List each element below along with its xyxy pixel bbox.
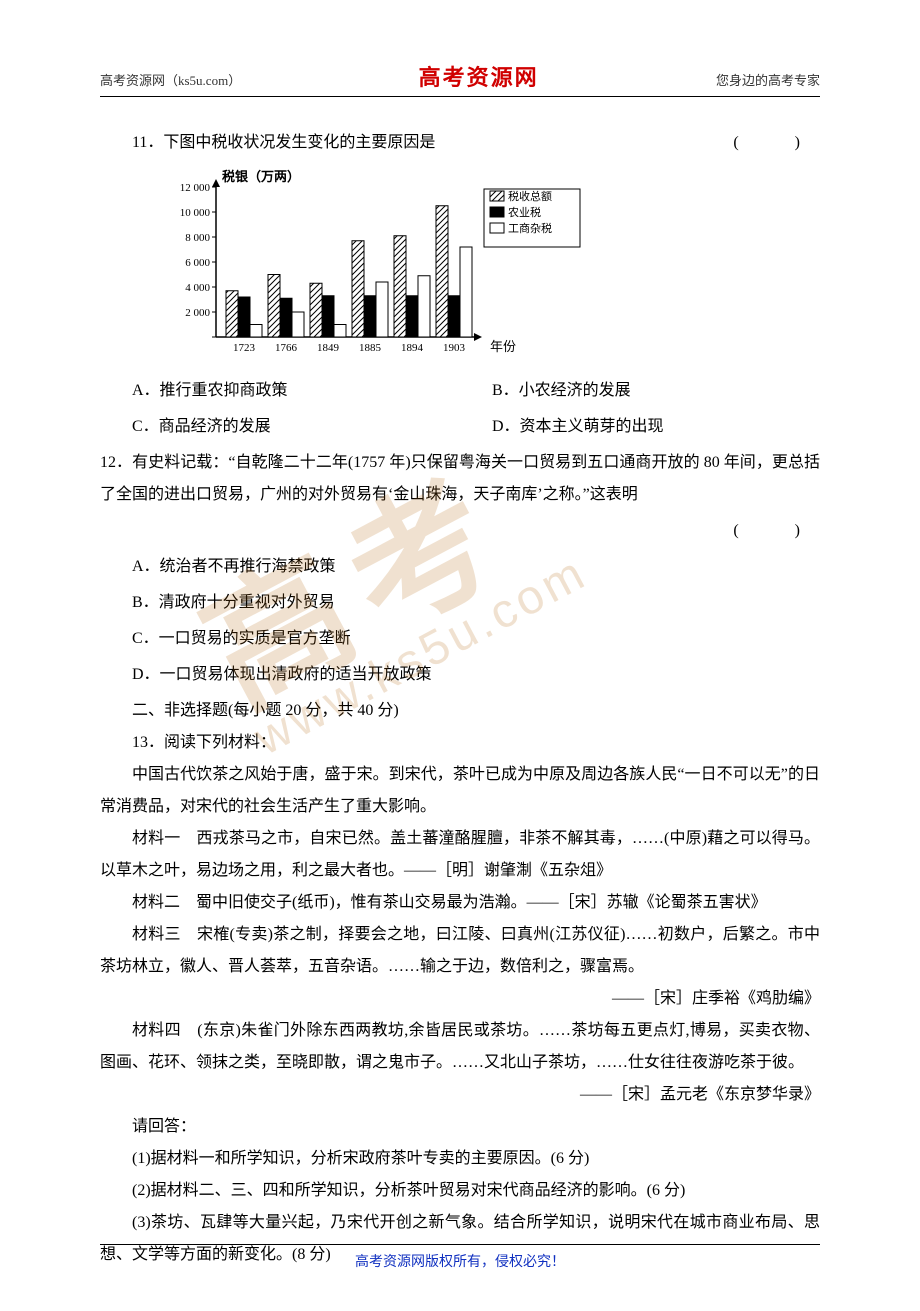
q11-choices-row2: C．商品经济的发展 D．资本主义萌芽的出现 [100, 411, 820, 443]
header-right: 您身边的高考专家 [716, 70, 820, 89]
q12-choice-d-row: D．一口贸易体现出清政府的适当开放政策 [100, 659, 820, 691]
q13-sub2: (2)据材料二、三、四和所学知识，分析茶叶贸易对宋代商品经济的影响。(6 分) [100, 1175, 820, 1207]
svg-text:年份: 年份 [490, 339, 516, 354]
section2-heading: 二、非选择题(每小题 20 分，共 40 分) [100, 695, 820, 727]
q12-choice-c-row: C．一口贸易的实质是官方垄断 [100, 623, 820, 655]
svg-text:6 000: 6 000 [185, 257, 210, 269]
q13-m4: 材料四 (东京)朱雀门外除东西两教坊,余皆居民或茶坊。……茶坊每五更点灯,博易，… [100, 1015, 820, 1079]
q11-stem: 下图中税收状况发生变化的主要原因是 [163, 134, 435, 151]
svg-text:税银（万两）: 税银（万两） [222, 169, 300, 184]
q13-m4-source: ——［宋］孟元老《东京梦华录》 [100, 1079, 820, 1111]
q12-para: 12．有史料记载：“自乾隆二十二年(1757 年)只保留粤海关一口贸易到五口通商… [100, 454, 820, 503]
svg-text:1885: 1885 [359, 342, 382, 354]
q11-choice-a: A．推行重农抑商政策 [100, 375, 460, 407]
q13-head: 13．阅读下列材料： [100, 727, 820, 759]
svg-text:工商杂税: 工商杂税 [508, 221, 552, 235]
q11-choice-b: B．小农经济的发展 [460, 375, 820, 407]
svg-text:1894: 1894 [401, 342, 424, 354]
svg-text:2 000: 2 000 [185, 307, 210, 319]
q12-paren-row: ( ) [100, 515, 820, 547]
q13-m3: 材料三 宋榷(专卖)茶之制，择要会之地，曰江陵、曰真州(江苏仪征)……初数户，后… [100, 919, 820, 983]
q12-stem-row: 12．有史料记载：“自乾隆二十二年(1757 年)只保留粤海关一口贸易到五口通商… [100, 447, 820, 511]
q13-ask: 请回答： [100, 1111, 820, 1143]
svg-text:农业税: 农业税 [508, 205, 541, 219]
q13-m1: 材料一 西戎茶马之市，自宋已然。盖土蕃潼酪腥膻，非茶不解其毒，……(中原)藉之可… [100, 823, 820, 887]
q12-choice-b: B．清政府十分重视对外贸易 [100, 587, 820, 619]
q12-choice-c: C．一口贸易的实质是官方垄断 [100, 623, 820, 655]
q12-choice-a: A．统治者不再推行海禁政策 [100, 551, 820, 583]
q13-m2: 材料二 蜀中旧使交子(纸币)，惟有茶山交易最为浩瀚。——［宋］苏辙《论蜀茶五害状… [100, 887, 820, 919]
q13-sub1: (1)据材料一和所学知识，分析宋政府茶叶专卖的主要原因。(6 分) [100, 1143, 820, 1175]
header-left: 高考资源网（ks5u.com） [100, 70, 241, 89]
q11-paren: ( ) [733, 127, 820, 159]
document-body: 11．下图中税收状况发生变化的主要原因是 ( ) 税银（万两） 2 000 4 00… [100, 127, 820, 1271]
svg-text:4 000: 4 000 [185, 282, 210, 294]
q11-chart-svg: 税银（万两） 2 000 4 000 6 000 8 000 10 000 12 000 17… [160, 167, 590, 367]
q12-choice-a-row: A．统治者不再推行海禁政策 [100, 551, 820, 583]
svg-text:1903: 1903 [443, 342, 466, 354]
svg-text:12 000: 12 000 [180, 182, 211, 194]
q13-intro: 中国古代饮茶之风始于唐，盛于宋。到宋代，茶叶已成为中原及周边各族人民“一日不可以… [100, 759, 820, 823]
page: 高考 www.ks5u.com 高考资源网（ks5u.com） 高考资源网 您身… [0, 0, 920, 1311]
svg-text:8 000: 8 000 [185, 232, 210, 244]
q11-number: 11． [132, 134, 163, 151]
q12-choice-d: D．一口贸易体现出清政府的适当开放政策 [100, 659, 820, 691]
page-header: 高考资源网（ks5u.com） 高考资源网 您身边的高考专家 [100, 60, 820, 97]
svg-text:1723: 1723 [233, 342, 256, 354]
svg-text:1849: 1849 [317, 342, 340, 354]
page-footer: 高考资源网版权所有，侵权必究！ [100, 1244, 820, 1271]
q12-paren: ( ) [733, 515, 820, 547]
svg-text:1766: 1766 [275, 342, 298, 354]
q12-choice-b-row: B．清政府十分重视对外贸易 [100, 587, 820, 619]
q11-stem-row: 11．下图中税收状况发生变化的主要原因是 ( ) [100, 127, 820, 159]
header-center: 高考资源网 [419, 60, 539, 92]
q11-chart: 税银（万两） 2 000 4 000 6 000 8 000 10 000 12 000 17… [160, 167, 820, 367]
svg-text:税收总额: 税收总额 [508, 189, 552, 203]
q11-choice-d: D．资本主义萌芽的出现 [460, 411, 820, 443]
svg-text:10 000: 10 000 [180, 207, 211, 219]
q11-choice-c: C．商品经济的发展 [100, 411, 460, 443]
q11-choices-row1: A．推行重农抑商政策 B．小农经济的发展 [100, 375, 820, 407]
q13-m3-source: ——［宋］庄季裕《鸡肋编》 [100, 983, 820, 1015]
